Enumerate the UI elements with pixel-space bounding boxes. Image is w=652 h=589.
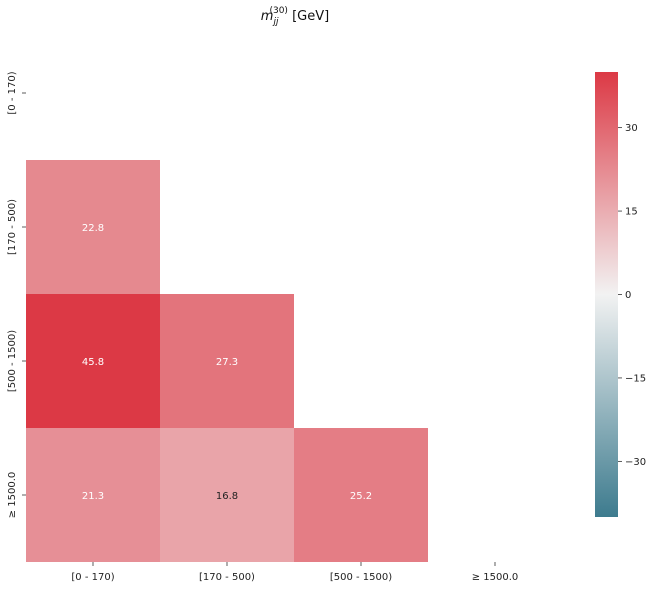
heatmap-cell xyxy=(160,428,294,562)
cell-value-label: 25.2 xyxy=(350,491,372,502)
y-tick-label: ≥ 1500.0 xyxy=(7,472,18,519)
heatmap-cell xyxy=(26,294,160,428)
heatmap-cell xyxy=(26,428,160,562)
title-subscript: jj xyxy=(271,17,279,27)
cell-value-label: 27.3 xyxy=(216,357,238,368)
colorbar-tick-label: −30 xyxy=(625,457,646,468)
y-axis: [0 - 170) [170 - 500) [500 - 1500) ≥ 1500.0 xyxy=(7,71,26,518)
cell-value-label: 21.3 xyxy=(82,491,104,502)
x-tick-label: [0 - 170) xyxy=(71,572,114,583)
x-tick-label: [500 - 1500) xyxy=(330,572,392,583)
heatmap-cell-labels: 22.8 45.8 27.3 21.3 16.8 25.2 xyxy=(82,223,372,502)
colorbar-tick-label: −15 xyxy=(625,373,646,384)
heatmap-cell xyxy=(294,428,428,562)
title-superscript: (30) xyxy=(269,6,287,16)
colorbar-gradient xyxy=(595,72,618,517)
heatmap-cells xyxy=(26,160,428,562)
x-tick-label: ≥ 1500.0 xyxy=(472,572,519,583)
title-symbol: m xyxy=(261,9,274,24)
heatmap-cell xyxy=(26,160,160,294)
cell-value-label: 45.8 xyxy=(82,357,104,368)
heatmap-cell xyxy=(160,294,294,428)
y-tick-label: [170 - 500) xyxy=(7,199,18,255)
y-tick-label: [0 - 170) xyxy=(7,71,18,114)
x-tick-label: [170 - 500) xyxy=(199,572,255,583)
x-axis: [0 - 170) [170 - 500) [500 - 1500) ≥ 1500.0 xyxy=(71,562,518,583)
cell-value-label: 16.8 xyxy=(216,491,238,502)
cell-value-label: 22.8 xyxy=(82,223,104,234)
colorbar: 30 15 0 −15 −30 xyxy=(595,72,646,517)
colorbar-ticks: 30 15 0 −15 −30 xyxy=(618,123,646,468)
chart-title: mjj(30) [GeV] xyxy=(261,6,329,27)
colorbar-tick-label: 15 xyxy=(625,207,638,218)
title-unit: [GeV] xyxy=(292,9,329,24)
colorbar-tick-label: 0 xyxy=(625,290,631,301)
colorbar-tick-label: 30 xyxy=(625,123,638,134)
y-tick-label: [500 - 1500) xyxy=(7,330,18,392)
